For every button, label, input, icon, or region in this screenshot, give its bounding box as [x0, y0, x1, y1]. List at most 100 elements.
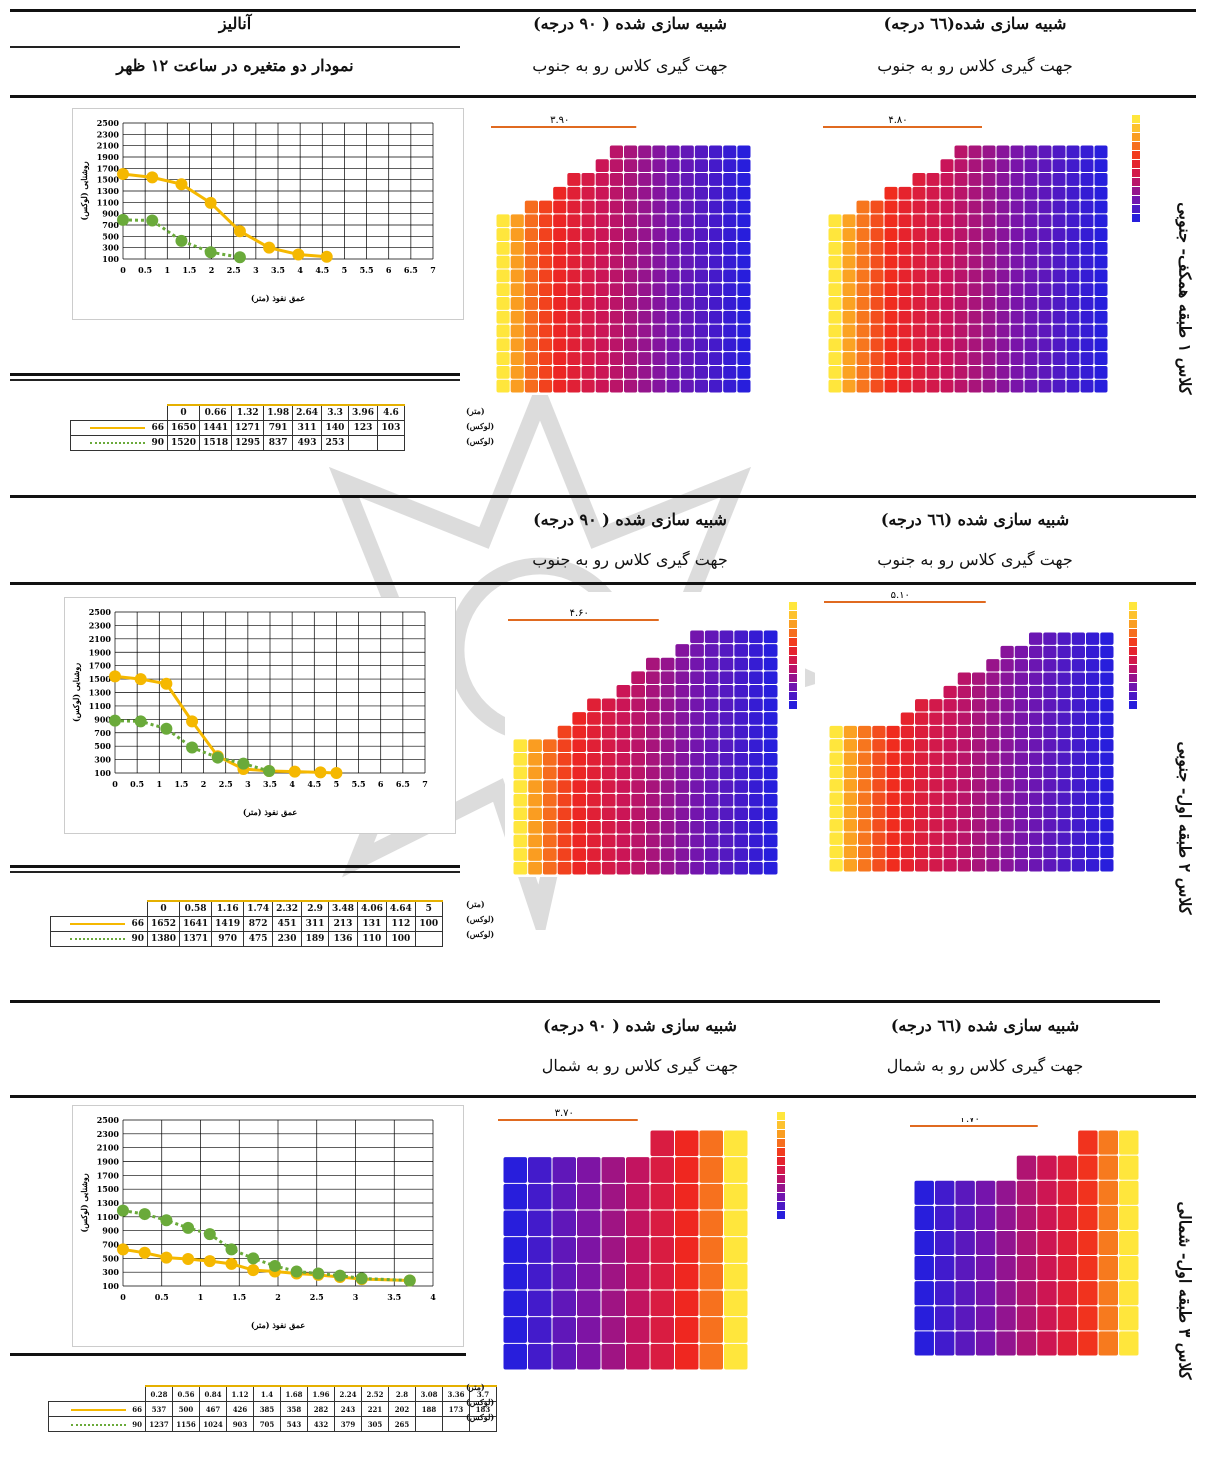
y-tick-label: 2500 — [97, 118, 120, 128]
data-point-66 — [186, 715, 199, 728]
x-tick-label: 2.5 — [219, 779, 233, 789]
header-sim66-3: شبیه سازی شده (٦٦ درجه) — [890, 1016, 1080, 1035]
x-tick-label: 7 — [430, 265, 436, 275]
data-point-90 — [204, 246, 217, 259]
data-table-1: 0 0.66 1.32 1.98 2.64 3.3 3.96 4.6 66 1650 1441 127… — [70, 404, 405, 451]
y-tick-label: 300 — [102, 1267, 119, 1277]
y-tick-label: 1100 — [97, 197, 120, 207]
y-tick-label: 1900 — [97, 152, 120, 162]
data-point-90 — [109, 714, 121, 727]
data-table-2: 0 0.58 1.16 1.74 2.32 2.9 3.48 4.06 4.64 5 66 1652 1… — [50, 900, 443, 947]
x-tick-label: 5.5 — [352, 779, 366, 789]
units-3: (متر) (لوکس) (لوکس) — [466, 1382, 495, 1422]
data-point-90 — [355, 1272, 368, 1285]
sim66-image-1: ۴.۸۰ — [806, 105, 1150, 395]
dimension-label: ۳.۷۰ — [961, 1118, 980, 1125]
dimension-label: ۴.۶۰ — [570, 608, 589, 619]
data-point-90 — [268, 1259, 281, 1272]
data-point-90 — [247, 1252, 260, 1265]
data-point-90 — [312, 1267, 325, 1280]
x-tick-label: 1 — [156, 779, 162, 789]
data-point-66 — [263, 241, 276, 254]
y-tick-label: 700 — [94, 728, 111, 738]
y-tick-label: 100 — [102, 1281, 119, 1291]
x-tick-label: 0.5 — [155, 1292, 169, 1302]
data-point-66 — [203, 1255, 216, 1268]
y-tick-label: 1700 — [97, 1170, 120, 1180]
x-tick-label: 4 — [289, 779, 295, 789]
x-tick-label: 1.5 — [174, 779, 188, 789]
y-tick-label: 1900 — [89, 647, 112, 657]
y-tick-label: 900 — [94, 714, 111, 724]
data-point-66 — [233, 225, 246, 238]
sim66-image-3: ۳.۷۰ — [910, 1118, 1150, 1358]
side-label-3: کلاس ۳ طبقه اول- شمالی — [1175, 1201, 1195, 1380]
y-axis-label: روشنایی (لوکس) — [71, 663, 82, 722]
orient-sim66-3: جهت گیری کلاس رو به شمال — [886, 1056, 1084, 1075]
data-point-90 — [290, 1265, 303, 1278]
data-point-66 — [247, 1264, 260, 1277]
x-tick-label: 4 — [430, 1292, 436, 1302]
y-tick-label: 900 — [102, 209, 119, 219]
x-tick-label: 1.5 — [232, 1292, 246, 1302]
y-tick-label: 2500 — [97, 1115, 120, 1125]
x-tick-label: 5.5 — [360, 265, 374, 275]
y-tick-label: 1100 — [89, 701, 112, 711]
x-tick-label: 2 — [209, 265, 215, 275]
data-point-90 — [146, 214, 159, 227]
orient-sim66-2: جهت گیری کلاس رو به جنوب — [877, 550, 1073, 569]
y-tick-label: 900 — [102, 1226, 119, 1236]
y-tick-label: 2100 — [97, 1143, 120, 1153]
data-point-90 — [334, 1269, 346, 1282]
x-tick-label: 3 — [245, 779, 251, 789]
series-line-66 — [114, 674, 337, 775]
x-tick-label: 1 — [198, 1292, 204, 1302]
sim66-image-2: ۵.۱۰ — [815, 592, 1145, 877]
orient-sim90-2: جهت گیری کلاس رو به جنوب — [532, 550, 728, 569]
header-sim66-2: شبیه سازی شده (٦٦ درجه) — [880, 510, 1070, 529]
data-point-90 — [117, 1204, 129, 1217]
x-tick-label: 0.5 — [130, 779, 144, 789]
x-tick-label: 6.5 — [396, 779, 410, 789]
data-point-90 — [160, 722, 173, 735]
x-tick-label: 3.5 — [263, 779, 277, 789]
header-sim66: شبیه سازی شده(٦٦ درجه) — [883, 14, 1067, 33]
y-tick-label: 2100 — [97, 141, 120, 151]
y-tick-label: 2500 — [89, 607, 112, 617]
y-tick-label: 300 — [94, 755, 111, 765]
x-tick-label: 0 — [120, 1292, 126, 1302]
x-axis-label: عمق نفوذ (متر) — [251, 1320, 306, 1331]
header-sim90-2: شبیه سازی شده ( ۹۰ درجه) — [533, 510, 727, 529]
x-tick-label: 0.5 — [138, 265, 152, 275]
y-tick-label: 500 — [102, 231, 119, 241]
data-point-66 — [117, 168, 129, 180]
sim90-image-1: ۳.۹۰ — [488, 105, 793, 395]
data-point-66 — [320, 250, 333, 263]
dimension-label: ۳.۹۰ — [550, 115, 569, 126]
y-tick-label: 1500 — [97, 1184, 120, 1194]
side-label-2: کلاس ۲ طبقه اول- جنوبی — [1175, 741, 1195, 915]
data-point-66 — [138, 1246, 151, 1259]
data-point-90 — [182, 1221, 195, 1234]
y-tick-label: 700 — [102, 220, 119, 230]
data-point-66 — [160, 1251, 173, 1264]
x-tick-label: 5 — [342, 265, 348, 275]
data-point-90 — [203, 1228, 216, 1241]
y-axis-label: روشنایی (لوکس) — [79, 161, 90, 220]
y-tick-label: 1900 — [97, 1157, 120, 1167]
x-tick-label: 3 — [353, 1292, 359, 1302]
x-tick-label: 3.5 — [387, 1292, 401, 1302]
x-tick-label: 2 — [201, 779, 207, 789]
y-tick-label: 1100 — [97, 1212, 120, 1222]
y-axis-label: روشنایی (لوکس) — [79, 1173, 90, 1232]
data-point-66 — [109, 670, 121, 683]
y-tick-label: 2300 — [97, 1129, 120, 1139]
orient-sim90-1: جهت گیری کلاس رو به جنوب — [532, 56, 728, 75]
y-tick-label: 100 — [102, 254, 119, 264]
data-point-66 — [117, 1243, 129, 1256]
data-point-66 — [134, 673, 147, 686]
x-tick-label: 6 — [386, 265, 392, 275]
data-point-90 — [403, 1274, 416, 1287]
y-tick-label: 2300 — [97, 129, 120, 139]
x-tick-label: 2.5 — [310, 1292, 324, 1302]
